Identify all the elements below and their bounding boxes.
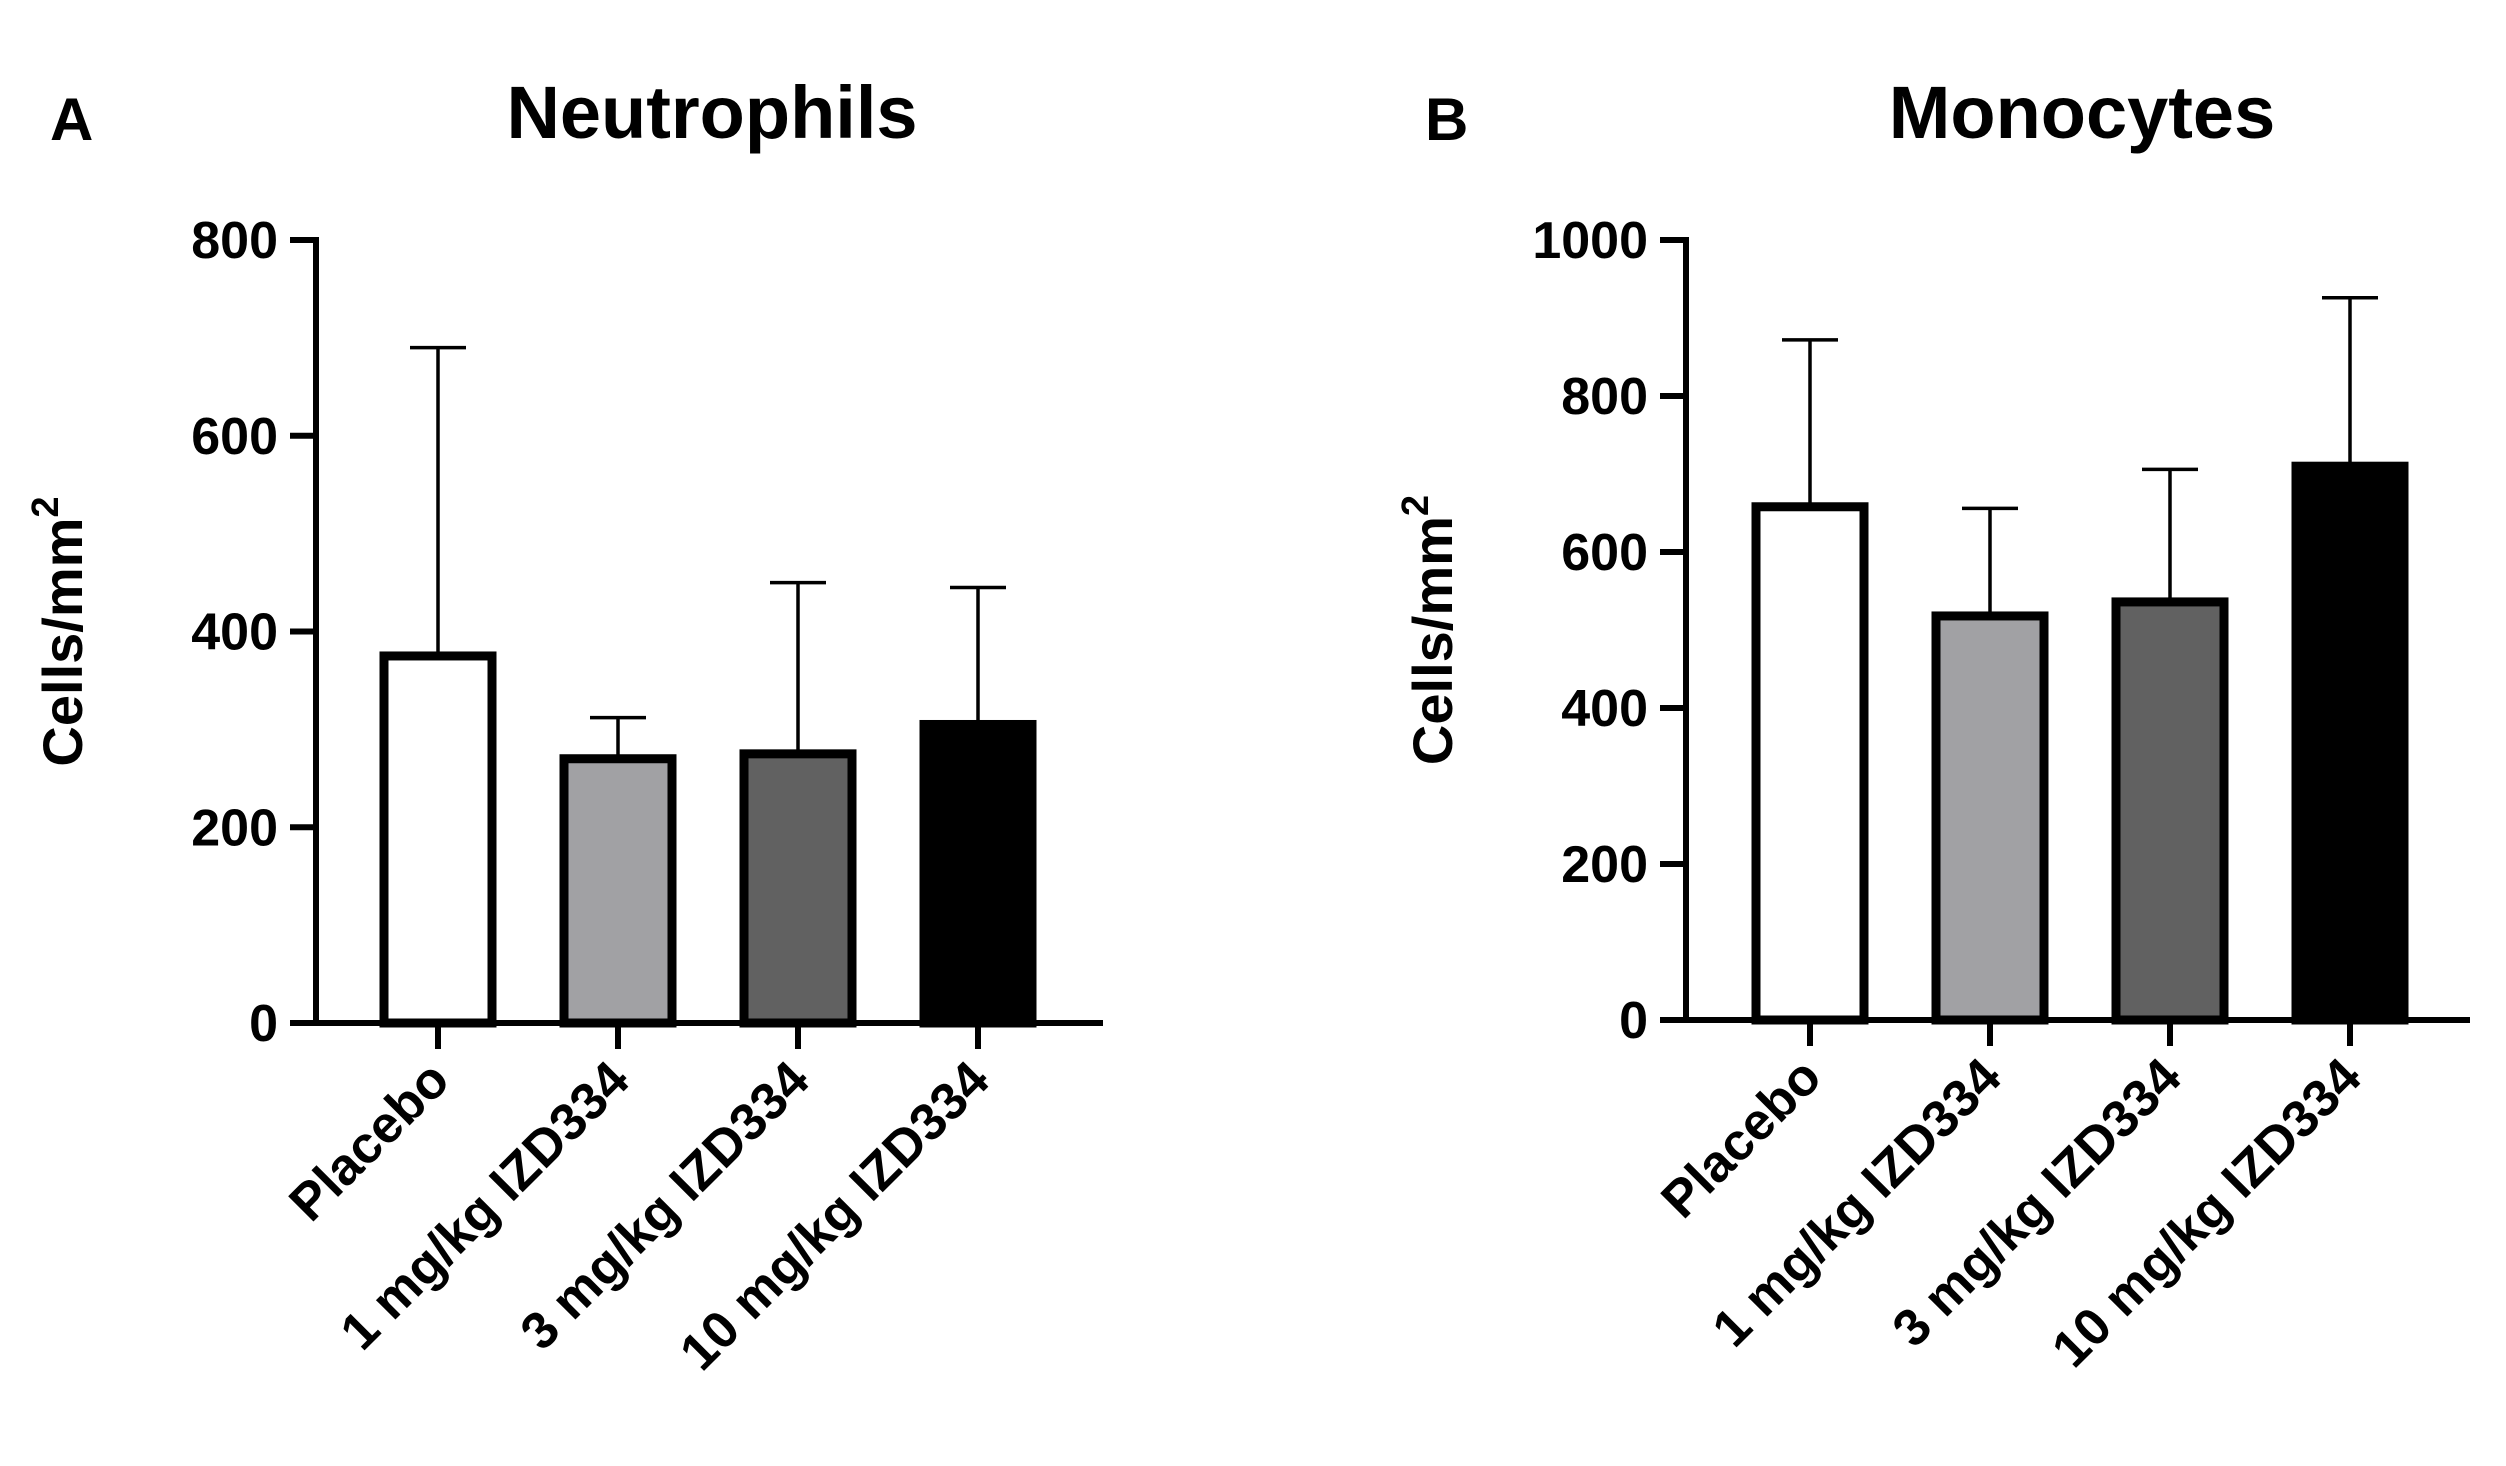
y-axis-label: Cells/mm2 [1395, 495, 1464, 765]
y-tick-label: 600 [1561, 524, 1648, 582]
y-tick-label: 200 [1561, 836, 1648, 894]
bar [1751, 502, 1869, 1025]
bar [1931, 611, 2049, 1025]
y-tick-label: 200 [191, 799, 278, 857]
y-axis-label-text: Cells/mm [31, 518, 94, 767]
chart-title: Monocytes [1889, 71, 2276, 154]
x-tick-label: 10 mg/kg IZD334 [669, 1050, 1000, 1381]
y-axis-label: Cells/mm2 [25, 496, 94, 766]
y-tick-label: 0 [1619, 992, 1648, 1050]
y-tick-label: 1000 [1532, 212, 1648, 270]
bar [2111, 597, 2229, 1025]
y-tick-label: 800 [191, 212, 278, 270]
y-axis-label-superscript: 2 [25, 496, 67, 517]
bar [559, 754, 677, 1028]
bar [379, 651, 497, 1028]
bar [739, 749, 857, 1028]
y-axis-label-text: Cells/mm [1401, 516, 1464, 765]
x-tick-label: Placebo [1650, 1047, 1832, 1229]
y-tick-label: 400 [1561, 680, 1648, 738]
bar [2291, 461, 2409, 1025]
y-tick-label: 600 [191, 408, 278, 466]
y-tick-label: 800 [1561, 368, 1648, 426]
panel-letter: A [50, 86, 93, 153]
y-tick-label: 0 [249, 995, 278, 1053]
x-tick-label: 10 mg/kg IZD334 [2041, 1047, 2372, 1378]
bar [919, 719, 1037, 1028]
panel-letter: B [1425, 86, 1468, 153]
y-axis-label-superscript: 2 [1395, 495, 1437, 516]
y-tick-label: 400 [191, 604, 278, 662]
x-tick-label: Placebo [278, 1050, 460, 1232]
chart-title: Neutrophils [506, 71, 917, 154]
